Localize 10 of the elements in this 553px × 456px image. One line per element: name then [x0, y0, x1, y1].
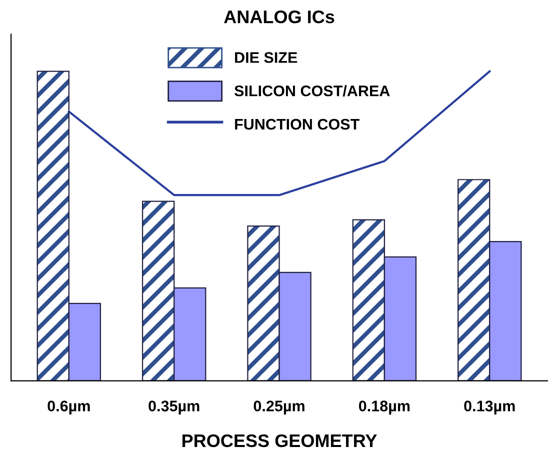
x-tick-label: 0.35µm: [148, 400, 200, 414]
x-tick-label: 0.25µm: [254, 400, 304, 414]
x-tick-label: 0.6µm: [48, 400, 90, 414]
legend-label: DIE SIZE: [235, 52, 298, 63]
legend-label: FUNCTION COST: [235, 118, 360, 130]
x-tick-label: 0.18µm: [358, 400, 410, 414]
x-axis-title: PROCESS GEOMETRY: [182, 434, 377, 448]
chart-title: ANALOG ICs: [224, 10, 334, 24]
x-tick-label: 0.13µm: [464, 400, 515, 414]
legend-label: SILICON COST/AREA: [234, 85, 390, 96]
